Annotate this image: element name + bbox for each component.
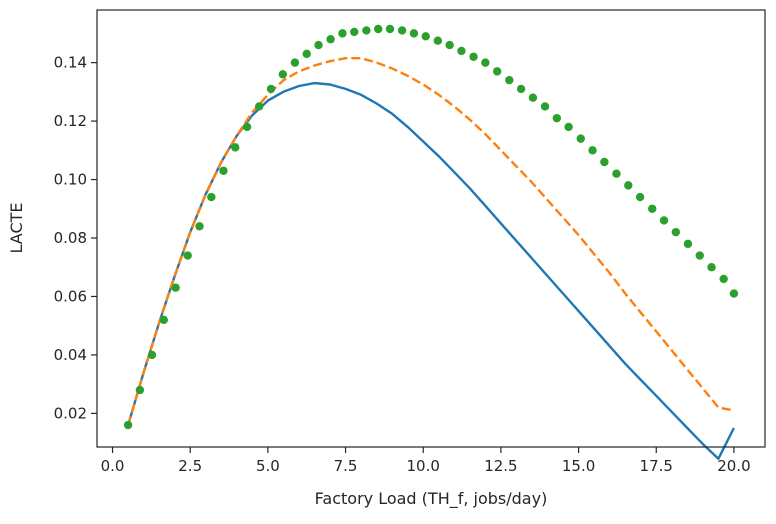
series-3-point <box>600 157 609 167</box>
series-1-line <box>126 81 735 460</box>
series-3-point <box>505 75 514 85</box>
series-3-point <box>552 113 562 123</box>
series-2-line <box>126 57 735 426</box>
series-3-point <box>695 251 704 260</box>
series-3-point <box>671 227 681 237</box>
x-tick-label: 0.0 <box>101 457 125 475</box>
x-tick-label: 20.0 <box>717 457 750 475</box>
series-3-point <box>635 192 645 202</box>
series-3-point <box>171 283 180 292</box>
plot-area-frame <box>96 9 766 448</box>
y-tick-label: 0.12 <box>54 112 87 130</box>
series-3-point <box>433 36 443 45</box>
x-axis-label: Factory Load (TH_f, jobs/day) <box>315 489 548 509</box>
y-tick-label: 0.14 <box>54 54 87 72</box>
series-3-point <box>469 52 478 61</box>
series-3-point <box>648 204 657 213</box>
y-tick-label: 0.02 <box>54 404 87 422</box>
series-3-point <box>278 70 287 79</box>
series-3-point <box>302 49 311 59</box>
y-axis-ticks: 0.02 0.04 0.06 0.08 0.10 0.12 0.14 <box>54 54 97 422</box>
series-3-point <box>624 181 633 190</box>
series-3-point <box>481 58 490 67</box>
series-3-point <box>219 166 228 175</box>
series-3-point <box>445 40 454 50</box>
y-tick-label: 0.10 <box>54 171 87 189</box>
series-3-point <box>516 84 526 94</box>
series-3-point <box>123 420 133 430</box>
y-tick-label: 0.06 <box>54 287 87 305</box>
series-3-point <box>729 289 739 298</box>
series-3-point <box>683 239 693 249</box>
series-3-point <box>421 32 430 41</box>
series-3-point <box>242 122 252 132</box>
x-tick-label: 17.5 <box>640 457 673 475</box>
series-3-point <box>314 40 323 50</box>
series-3-point <box>409 29 419 38</box>
series-3-point <box>290 58 300 67</box>
series-3-point <box>492 67 502 76</box>
series-3-point <box>183 251 192 260</box>
series-3-point <box>588 146 597 155</box>
series-3-point <box>362 26 371 35</box>
series-3-point <box>266 84 276 94</box>
series-3-point <box>159 315 168 325</box>
series-3-point <box>135 385 145 395</box>
series-3-point <box>373 24 383 34</box>
x-tick-label: 5.0 <box>256 457 280 475</box>
series-3-point <box>719 274 728 284</box>
series-3-point <box>326 35 335 44</box>
series-3-point <box>612 169 621 178</box>
x-tick-label: 7.5 <box>334 457 358 475</box>
series-3-point <box>147 350 157 360</box>
x-tick-label: 15.0 <box>562 457 595 475</box>
series-3-point <box>207 192 216 202</box>
x-axis-ticks: 0.0 2.5 5.0 7.5 10.0 12.5 15.0 17.5 20.0 <box>101 447 751 475</box>
x-tick-label: 10.0 <box>407 457 440 475</box>
series-3-point <box>659 216 669 225</box>
series-3-point <box>350 27 359 37</box>
series-3-point <box>564 122 573 132</box>
series-3-point <box>576 134 585 143</box>
y-tick-label: 0.04 <box>54 346 87 364</box>
series-3-point <box>707 263 716 272</box>
x-tick-label: 2.5 <box>178 457 202 475</box>
x-tick-label: 12.5 <box>484 457 517 475</box>
series-3-point <box>231 143 240 152</box>
series-3-point <box>385 24 395 34</box>
series-3-point <box>397 26 407 35</box>
series-3-point <box>457 46 466 56</box>
series-3-point <box>338 29 347 38</box>
series-3-point <box>195 222 204 231</box>
series-3-point <box>540 102 550 111</box>
y-axis-label: LACTE <box>7 203 26 254</box>
series-3-point <box>254 102 264 111</box>
series-layer <box>123 24 739 460</box>
series-3-point <box>528 93 538 102</box>
y-tick-label: 0.08 <box>54 229 87 247</box>
